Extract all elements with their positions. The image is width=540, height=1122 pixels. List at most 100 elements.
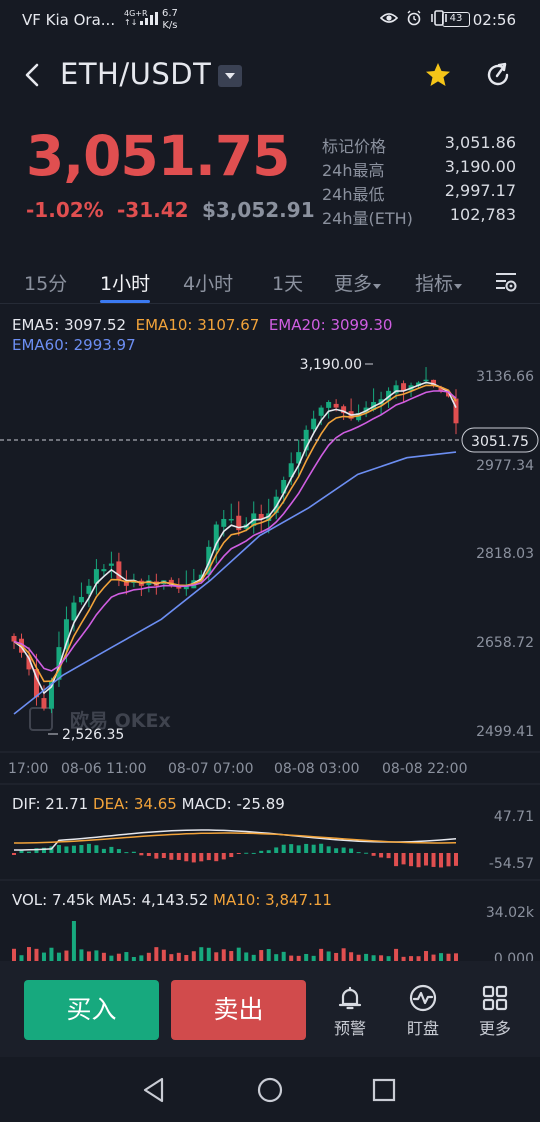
grid-icon [482,985,508,1011]
volume-bar [364,953,369,961]
stat-label: 标记价格 [322,137,387,156]
volume-bar [64,950,69,961]
more-button[interactable]: 更多 [465,983,525,1039]
volume-bar [326,951,331,961]
stat-value: 102,783 [449,205,516,224]
macd-bar [229,853,234,858]
chart-settings-icon[interactable] [494,270,518,294]
star-icon[interactable] [423,60,453,90]
candle [78,596,84,603]
candle [63,619,69,650]
macd-dea-line [14,832,457,844]
vol-y-bottom: 0.000 [494,951,534,961]
stat-value: 3,051.86 [444,133,516,152]
candle [341,406,347,414]
pair-dropdown-button[interactable] [218,65,242,87]
nav-recents-icon[interactable] [371,1077,397,1103]
clock: 02:56 [472,11,516,29]
ema60-label: EMA60: [12,336,69,354]
macd-bar [64,846,69,853]
volume-bar [259,950,264,961]
tab-1h[interactable]: 1小时 [100,273,151,295]
volume-bar [124,952,129,961]
network-arrows: ↑↓ [124,18,138,27]
dea-value: 34.65 [133,795,177,813]
macd-bar [379,853,384,858]
macd-value: -25.89 [236,795,285,813]
candle [416,382,422,386]
caret-down-icon [454,284,463,289]
volume-bar [304,953,309,961]
watch-button[interactable]: 盯盘 [393,983,453,1039]
action-bar: 买入 卖出 预警 盯盘 更多 [0,961,540,1057]
macd-bar [371,853,376,856]
tab-4h[interactable]: 4小时 [183,273,234,295]
vol-value: 7.45k [52,891,95,909]
macd-bar [394,853,399,867]
volume-bar [401,956,406,961]
tab-indicators[interactable]: 指标 [415,269,463,296]
high-marker: 3,190.00 [300,357,362,373]
candle [11,635,17,642]
volume-bar [12,948,16,961]
candle [183,585,189,590]
ema10-label: EMA10: [135,316,193,334]
macd-bar [109,846,114,853]
candle [41,698,47,709]
volume-bar [94,950,99,961]
volume-bar [289,955,294,961]
carrier-name: VF Kia Ora... [22,11,116,29]
pulse-icon [409,984,437,1012]
sell-button[interactable]: 卖出 [171,980,306,1040]
change-percent: -1.02% [26,198,104,222]
current-price-tag-box [461,427,539,453]
macd-bar [416,853,421,868]
macd-bar [454,853,458,866]
candle [386,390,392,401]
back-arrow-icon[interactable] [18,58,48,92]
candle [288,463,294,478]
tab-15m[interactable]: 15分 [24,273,68,295]
macd-bar [446,853,451,867]
caret-down-icon [373,284,382,289]
tab-more[interactable]: 更多 [334,269,382,296]
candle [26,655,32,670]
candle [333,403,339,408]
macd-bar [221,853,226,860]
active-tab-indicator [100,300,150,303]
macd-bar [79,845,84,853]
volume-bar [439,953,444,961]
volume-bar [34,948,39,961]
x-tick: 08-07 07:00 [168,761,253,777]
volume-bar [341,948,346,961]
macd-bar [334,848,339,853]
candle-group [11,367,459,714]
volume-bar [139,955,144,961]
macd-bar [424,853,429,866]
macd-bar [439,853,444,868]
macd-bar [431,853,436,867]
macd-bar [124,852,129,854]
buy-button[interactable]: 买入 [24,980,159,1040]
candle [56,647,62,680]
vol-y-top: 34.02k [486,905,535,921]
pair-title[interactable]: ETH/USDT [60,57,212,91]
volume-bar [109,955,114,961]
y-tick: 2499.41 [476,724,534,740]
volume-bar [371,955,376,961]
volume-bar [386,956,391,961]
nav-back-icon[interactable] [140,1076,168,1104]
macd-label: MACD: [181,795,232,813]
nav-home-icon[interactable] [256,1076,284,1104]
tab-1d[interactable]: 1天 [272,273,304,295]
candle [213,524,219,551]
y-tick: 2818.03 [476,546,534,562]
alert-button[interactable]: 预警 [320,983,380,1039]
volume-bar [379,955,384,961]
kline-chart[interactable]: EMA5: 3097.52 EMA10: 3107.67 EMA20: 3099… [0,306,540,961]
candle [258,513,264,519]
volume-bar [19,955,24,961]
share-icon[interactable] [483,60,513,90]
macd-bar [139,853,144,856]
vol-ma10-label: MA10: [213,891,261,909]
